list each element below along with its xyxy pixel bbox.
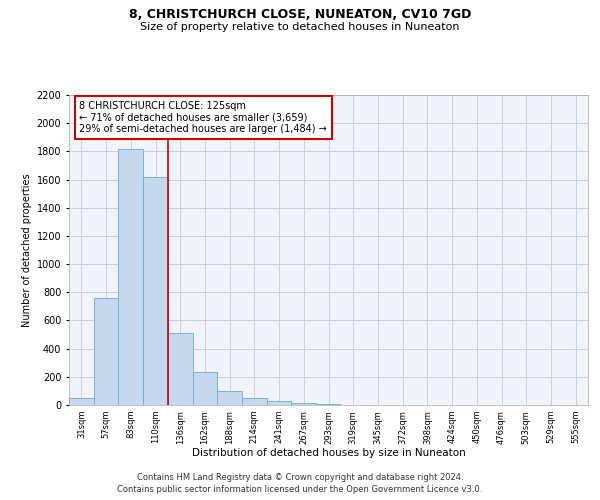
Y-axis label: Number of detached properties: Number of detached properties: [22, 173, 32, 327]
Bar: [242, 398, 267, 405]
Text: 8 CHRISTCHURCH CLOSE: 125sqm
← 71% of detached houses are smaller (3,659)
29% of: 8 CHRISTCHURCH CLOSE: 125sqm ← 71% of de…: [79, 101, 327, 134]
Text: Contains HM Land Registry data © Crown copyright and database right 2024.: Contains HM Land Registry data © Crown c…: [137, 472, 463, 482]
Bar: [69, 398, 94, 405]
Bar: [292, 403, 316, 405]
Bar: [316, 404, 341, 405]
Text: 8, CHRISTCHURCH CLOSE, NUNEATON, CV10 7GD: 8, CHRISTCHURCH CLOSE, NUNEATON, CV10 7G…: [129, 8, 471, 20]
Bar: [267, 401, 292, 405]
Bar: [168, 333, 193, 405]
Bar: [217, 391, 242, 405]
Text: Distribution of detached houses by size in Nuneaton: Distribution of detached houses by size …: [192, 448, 466, 458]
Text: Size of property relative to detached houses in Nuneaton: Size of property relative to detached ho…: [140, 22, 460, 32]
Bar: [193, 372, 217, 405]
Bar: [94, 298, 118, 405]
Text: Contains public sector information licensed under the Open Government Licence v3: Contains public sector information licen…: [118, 485, 482, 494]
Bar: [143, 176, 168, 405]
Bar: [118, 148, 143, 405]
